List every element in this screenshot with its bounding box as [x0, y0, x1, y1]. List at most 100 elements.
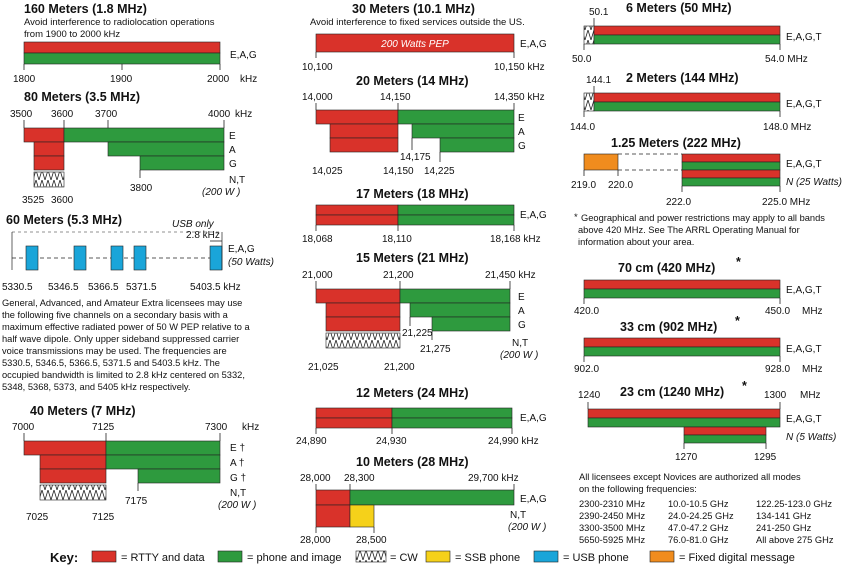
band-33cm: 33 cm (902 MHz) * E,A,G,T 902.0 928.0 MH…: [574, 314, 823, 375]
class-label: E,A,G,T: [786, 159, 822, 170]
class-label: E,A,G,T: [786, 285, 822, 296]
tick-label: 3800: [130, 183, 153, 194]
tick-label: 54.0 MHz: [765, 54, 808, 65]
legend-swatch-usb: [533, 550, 559, 563]
segment-rtty: [315, 214, 399, 226]
unit-label: kHz: [242, 422, 259, 433]
tick-label: 5371.5: [126, 282, 157, 293]
segment-fixed-digital: [583, 153, 619, 171]
class-label: N,T: [230, 488, 246, 499]
segment-usb: [110, 245, 124, 271]
segment-phone: [105, 440, 221, 456]
tick-label: 7300: [205, 422, 228, 433]
tick-label: 144.0: [570, 122, 595, 133]
note-line: the following five channels on a seconda…: [2, 310, 229, 320]
tick-label: 7125: [92, 512, 115, 523]
segment-phone: [439, 137, 515, 153]
unit-label: MHz: [800, 390, 821, 401]
segment-rtty: [681, 153, 781, 163]
segment-rtty: [681, 169, 781, 179]
segment-phone: [105, 454, 221, 470]
tick-label: 3600: [51, 109, 74, 120]
tick-label: 50.0: [572, 54, 592, 65]
tick-label: 18,068: [302, 234, 333, 245]
bandwidth-label: 2.8 kHz: [186, 230, 220, 241]
tick-label: 50.1: [589, 7, 609, 18]
tick-label: 5403.5 kHz: [190, 282, 241, 293]
tick-label: 1300: [764, 390, 787, 401]
segment-usb: [209, 245, 223, 271]
tick-label: 902.0: [574, 364, 599, 375]
note-line: half wave dipole. Only upper sideband su…: [2, 334, 239, 344]
segment-rtty: [325, 302, 401, 318]
segment-cw: [583, 25, 595, 45]
tick-label: 28,500: [356, 535, 387, 546]
tick-label: 7175: [125, 496, 148, 507]
power-label: (50 Watts): [228, 257, 274, 268]
tick-label: 148.0 MHz: [763, 122, 811, 133]
tick-label: 21,200: [383, 270, 414, 281]
segment-phone: [399, 288, 511, 304]
tick-label: 14,150: [380, 92, 411, 103]
tick-label: 5366.5: [88, 282, 119, 293]
power-label: (200 W ): [500, 350, 538, 361]
unit-label: MHz: [802, 364, 823, 375]
segment-phone: [391, 417, 513, 429]
segment-phone: [583, 346, 781, 357]
legend-swatch-phone: [217, 550, 243, 563]
tick-label: 1900: [110, 74, 133, 85]
class-label: E,A,G: [230, 50, 257, 61]
segment-phone: [397, 214, 515, 226]
class-label: E,A,G: [520, 494, 547, 505]
band-15m: 15 Meters (21 MHz) 21,000 21,200 21,450 …: [302, 251, 538, 373]
band-160m: 160 Meters (1.8 MHz) Avoid interference …: [13, 2, 257, 85]
band-note: Avoid interference to fixed services out…: [310, 17, 525, 28]
unit-label: kHz: [235, 109, 252, 120]
class-label: E,A,G: [520, 413, 547, 424]
tick-label: 18,168 kHz: [490, 234, 541, 245]
segment-phone: [23, 52, 221, 65]
tick-label: 7000: [12, 422, 35, 433]
legend-label: = SSB phone: [455, 552, 520, 564]
segment-cw: [39, 484, 107, 501]
legend-label: = USB phone: [563, 552, 629, 564]
class-label: N,T: [512, 338, 528, 349]
segment-rtty: [329, 123, 399, 139]
tick-label: 220.0: [608, 180, 633, 191]
band-80m: 80 Meters (3.5 MHz) 3500 3600 3700 4000 …: [10, 90, 252, 206]
tick-label: 21,000: [302, 270, 333, 281]
segment-phone: [397, 109, 515, 125]
band-60m-note: General, Advanced, and Amateur Extra lic…: [2, 298, 251, 392]
band-title: 15 Meters (21 MHz): [356, 251, 469, 265]
unit-label: kHz: [240, 74, 257, 85]
segment-phone: [391, 407, 513, 419]
segment-cw: [33, 171, 65, 188]
tick-label: 29,700 kHz: [468, 473, 519, 484]
band-23cm: 1240 23 cm (1240 MHz) * 1300 MHz E,A,G,T…: [578, 379, 836, 463]
tick-label: 21,450 kHz: [485, 270, 536, 281]
segment-phone: [593, 101, 781, 112]
tick-label: 1270: [675, 452, 698, 463]
segment-rtty: [315, 489, 351, 506]
band-6m: 6 Meters (50 MHz) 50.1 E,A,G,T 50.0 54.0…: [572, 1, 822, 65]
tick-label: 28,000: [300, 535, 331, 546]
tick-label: 14,350 kHz: [494, 92, 545, 103]
band-title: 30 Meters (10.1 MHz): [352, 2, 475, 16]
legend-label: = Fixed digital message: [679, 552, 795, 564]
tick-label: 3700: [95, 109, 118, 120]
band-title: 160 Meters (1.8 MHz): [24, 2, 147, 16]
class-label: A †: [230, 458, 244, 469]
note-line: voice transmissions may be used. The fre…: [2, 346, 227, 356]
legend-title: Key:: [50, 550, 78, 565]
freq-range: 76.0-81.0 GHz: [668, 535, 729, 545]
band-20m: 20 Meters (14 MHz) 14,000 14,150 14,350 …: [302, 74, 545, 177]
class-label: E,A,G: [520, 39, 547, 50]
class-label: E,A,G: [520, 210, 547, 221]
tick-label: 222.0: [666, 197, 691, 208]
freq-range: 24.0-24.25 GHz: [668, 511, 734, 521]
class-label: E: [518, 292, 525, 303]
class-label: E †: [230, 443, 245, 454]
footnote-marker: *: [742, 379, 747, 393]
class-label: G †: [230, 473, 246, 484]
band-title: 70 cm (420 MHz): [618, 261, 715, 275]
